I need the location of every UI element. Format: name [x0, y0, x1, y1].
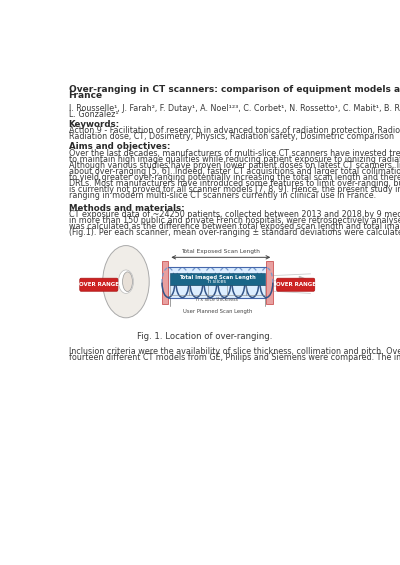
- Text: Keywords:: Keywords:: [69, 120, 120, 129]
- Text: Methods and materials:: Methods and materials:: [69, 204, 184, 213]
- Text: Fig. 1. Location of over-ranging.: Fig. 1. Location of over-ranging.: [137, 332, 273, 341]
- Text: CT exposure data of ~24250 patients, collected between 2013 and 2018 by 9 medica: CT exposure data of ~24250 patients, col…: [69, 210, 400, 219]
- Text: Over the last decades, manufacturers of multi-slice CT scanners have invested tr: Over the last decades, manufacturers of …: [69, 149, 400, 158]
- Text: User Planned Scan Length: User Planned Scan Length: [183, 308, 252, 314]
- Text: ranging in modern multi-slice CT scanners currently in clinical use in France.: ranging in modern multi-slice CT scanner…: [69, 190, 376, 199]
- Text: is currently not proved for all scanner models [7, 8, 9]. Hence, the present stu: is currently not proved for all scanner …: [69, 185, 400, 194]
- Text: OVER RANGE: OVER RANGE: [276, 282, 316, 287]
- Text: DRLs. Most manufacturers have introduced some features to limit over-ranging, bu: DRLs. Most manufacturers have introduced…: [69, 179, 400, 188]
- Text: Total Exposed Scan Length: Total Exposed Scan Length: [181, 249, 260, 254]
- Text: to yield greater over-ranging potentially increasing the total scan length and t: to yield greater over-ranging potentiall…: [69, 172, 400, 181]
- Text: Over-ranging in CT scanners: comparison of equipment models and medical practice: Over-ranging in CT scanners: comparison …: [69, 85, 400, 94]
- Text: was calculated as the difference between total exposed scan length and total ima: was calculated as the difference between…: [69, 223, 400, 232]
- Bar: [266, 261, 273, 305]
- Ellipse shape: [122, 272, 132, 292]
- Ellipse shape: [103, 246, 149, 318]
- Text: about over-ranging [5, 6]. Indeed, faster CT acquisitions and larger total colli: about over-ranging [5, 6]. Indeed, faste…: [69, 167, 400, 176]
- FancyBboxPatch shape: [277, 278, 315, 291]
- Text: I. Rousselle¹, J. Farah², F. Dutay¹, A. Noel¹²³, C. Corbet¹, N. Rossetto¹, C. Ma: I. Rousselle¹, J. Farah², F. Dutay¹, A. …: [69, 105, 400, 114]
- Ellipse shape: [118, 270, 134, 293]
- Text: n x slice thickness: n x slice thickness: [196, 297, 238, 302]
- Text: Although various studies have proven lower patient doses on latest CT scanners, : Although various studies have proven low…: [69, 160, 400, 170]
- Bar: [162, 261, 168, 305]
- Text: OVER RANGE: OVER RANGE: [79, 282, 119, 287]
- Text: France: France: [69, 91, 103, 100]
- Text: Inclusion criteria were the availability of slice thickness, collimation and pit: Inclusion criteria were the availability…: [69, 347, 400, 357]
- Text: Aims and objectives:: Aims and objectives:: [69, 142, 170, 151]
- Bar: [170, 273, 265, 285]
- Text: in more than 150 public and private French hospitals, were retrospectively analy: in more than 150 public and private Fren…: [69, 216, 400, 225]
- Text: n slices: n slices: [208, 279, 226, 284]
- Text: to maintain high image qualities while reducing patient exposure to ionizing rad: to maintain high image qualities while r…: [69, 155, 400, 163]
- Bar: [168, 267, 266, 298]
- Text: L. Gonzalez¹: L. Gonzalez¹: [69, 110, 118, 119]
- Text: fourteen different CT models from GE, Philips and Siemens were compared. The imp: fourteen different CT models from GE, Ph…: [69, 353, 400, 362]
- Text: Radiation dose, CT, Dosimetry, Physics, Radiation safety, Dosimetric comparison: Radiation dose, CT, Dosimetry, Physics, …: [69, 132, 394, 141]
- Text: Action 9 - Facilitation of research in advanced topics of radiation protection, : Action 9 - Facilitation of research in a…: [69, 127, 400, 136]
- FancyBboxPatch shape: [80, 278, 118, 291]
- Text: Total Imaged Scan Length: Total Imaged Scan Length: [179, 275, 256, 280]
- Text: (Fig.1). Per each scanner, mean over-ranging ± standard deviations were calculat: (Fig.1). Per each scanner, mean over-ran…: [69, 228, 400, 237]
